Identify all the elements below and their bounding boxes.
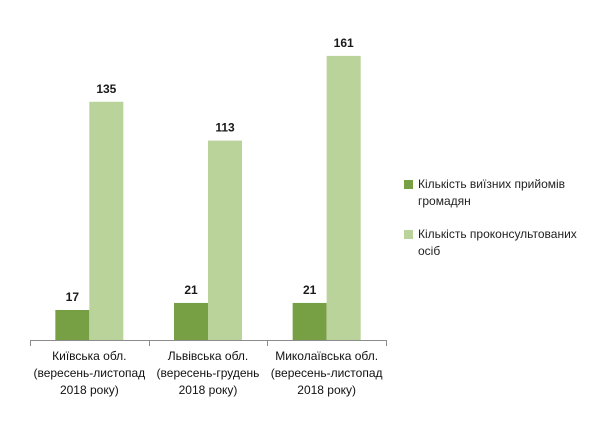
category-label: Київська обл. (вересень-листопад 2018 ро… <box>33 349 146 397</box>
data-label: 21 <box>303 283 317 297</box>
category-label: Львівська обл. (вересень-грудень 2018 ро… <box>156 349 260 397</box>
bar <box>89 101 124 340</box>
legend: Кількість виїзних прийомів громадян Кіль… <box>404 176 589 276</box>
data-label: 161 <box>334 36 354 50</box>
data-label: 135 <box>96 82 116 96</box>
legend-swatch <box>404 230 413 239</box>
data-label: 21 <box>184 283 198 297</box>
legend-label: Кількість виїзних прийомів громадян <box>418 177 566 208</box>
category-label: Миколаївська обл. (вересень-листопад 201… <box>270 349 383 397</box>
data-label: 17 <box>66 290 80 304</box>
legend-swatch <box>404 180 413 189</box>
data-labels: 17 135 21 113 21 161 <box>66 36 354 304</box>
bar <box>174 302 208 340</box>
legend-item-consulted: Кількість проконсультованих осіб <box>404 226 589 260</box>
legend-item-visits: Кількість виїзних прийомів громадян <box>404 176 589 210</box>
bar <box>55 310 90 340</box>
bar <box>326 55 361 340</box>
bar <box>208 140 242 340</box>
data-label: 113 <box>215 121 235 135</box>
bars <box>55 55 361 340</box>
bar <box>292 302 327 340</box>
x-axis <box>30 340 387 346</box>
legend-label: Кількість проконсультованих осіб <box>418 227 577 258</box>
